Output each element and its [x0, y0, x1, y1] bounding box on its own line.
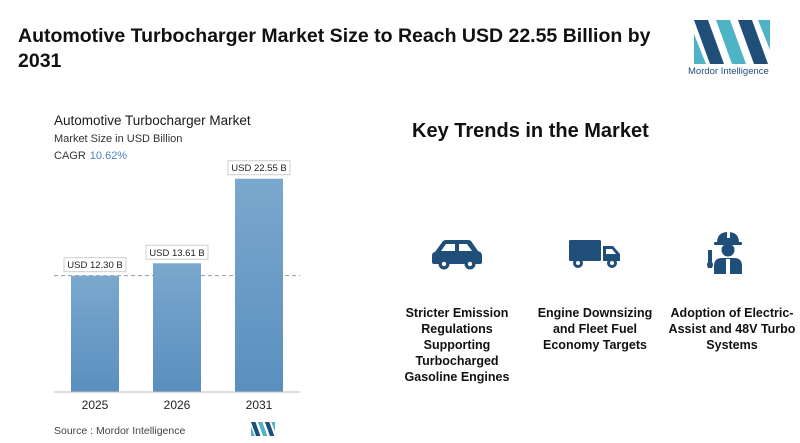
- mordor-logo-icon: [694, 20, 770, 64]
- engineer-icon: [707, 230, 742, 274]
- truck-icon: [569, 240, 620, 268]
- trends-title: Key Trends in the Market: [412, 120, 649, 142]
- bar-2031: [235, 178, 283, 392]
- data-label-box-2031: [227, 160, 291, 176]
- x-tick-label-2031: 2031: [246, 398, 273, 412]
- bar-chart: USD 12.30 B 2025 USD 13.61 B 2026 USD 22.55 …: [54, 160, 300, 412]
- x-tick-label-2025: 2025: [82, 398, 109, 412]
- chart-title: Automotive Turbocharger Market: [54, 113, 251, 128]
- x-tick-label-2026: 2026: [164, 398, 191, 412]
- data-label-2026: USD 13.61 B: [149, 248, 204, 259]
- cagr-value: 10.62%: [89, 150, 128, 162]
- brand-logo: Mordor Intelligence: [688, 20, 780, 80]
- data-label-2031: USD 22.55 B: [231, 163, 286, 174]
- bar-2025: [71, 275, 119, 392]
- chart-subtitle: Market Size in USD Billion: [54, 133, 183, 145]
- trend-label-2: Engine Downsizing and Fleet Fuel Economy…: [537, 306, 653, 352]
- cagr-label: CAGR: [54, 150, 86, 162]
- car-icon: [432, 240, 482, 270]
- page-headline: Automotive Turbocharger Market Size to R…: [18, 25, 651, 72]
- trend-label-1: Stricter Emission Regulations Supporting…: [404, 306, 510, 384]
- brand-name: Mordor Intelligence: [688, 66, 769, 77]
- bar-2026: [153, 263, 201, 392]
- trend-label-3: Adoption of Electric-Assist and 48V Turb…: [668, 306, 796, 352]
- mordor-small-logo-icon: [251, 422, 275, 436]
- data-label-box-2026: [145, 244, 209, 260]
- data-label-box-2025: [63, 257, 127, 273]
- cagr: CAGR 10.62%: [54, 150, 127, 162]
- data-label-2025: USD 12.30 B: [67, 260, 122, 271]
- source-note: Source : Mordor Intelligence: [54, 425, 186, 437]
